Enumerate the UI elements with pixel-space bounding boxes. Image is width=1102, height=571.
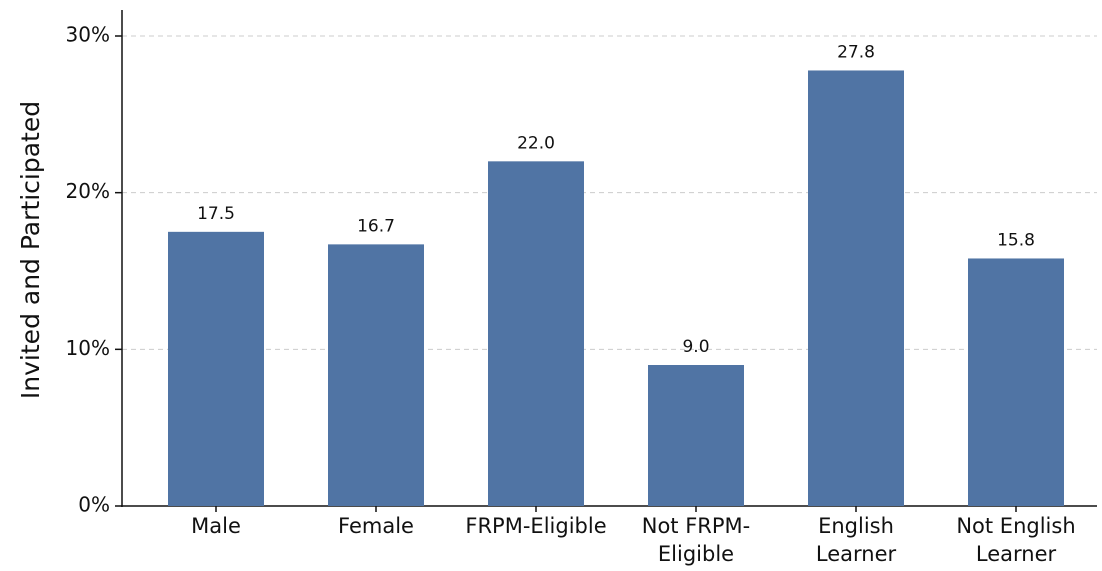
value-label: 17.5 — [197, 204, 235, 224]
value-label: 22.0 — [517, 133, 555, 153]
bar — [168, 231, 264, 507]
bar — [328, 244, 424, 506]
x-tick-label: Female — [338, 514, 414, 538]
x-tick-label: FRPM-Eligible — [465, 514, 607, 538]
value-label: 9.0 — [682, 337, 709, 357]
y-tick-label: 30% — [66, 23, 110, 47]
value-label: 27.8 — [837, 42, 875, 62]
y-tick-label: 10% — [66, 336, 110, 360]
bar — [648, 365, 744, 506]
value-label: 15.8 — [997, 230, 1035, 250]
x-tick-label: Not FRPM- Eligible — [641, 514, 751, 566]
y-tick-label: 0% — [78, 493, 110, 517]
x-tick-label: English Learner — [815, 514, 897, 566]
bar — [808, 70, 904, 506]
bar — [488, 161, 584, 507]
y-tick-label: 20% — [66, 179, 110, 203]
value-label: 16.7 — [357, 216, 395, 236]
y-axis-title: Invited and Participated — [16, 101, 45, 399]
bar — [968, 258, 1064, 506]
x-tick-label: Male — [191, 514, 241, 538]
x-tick-label: Not English Learner — [956, 514, 1076, 566]
